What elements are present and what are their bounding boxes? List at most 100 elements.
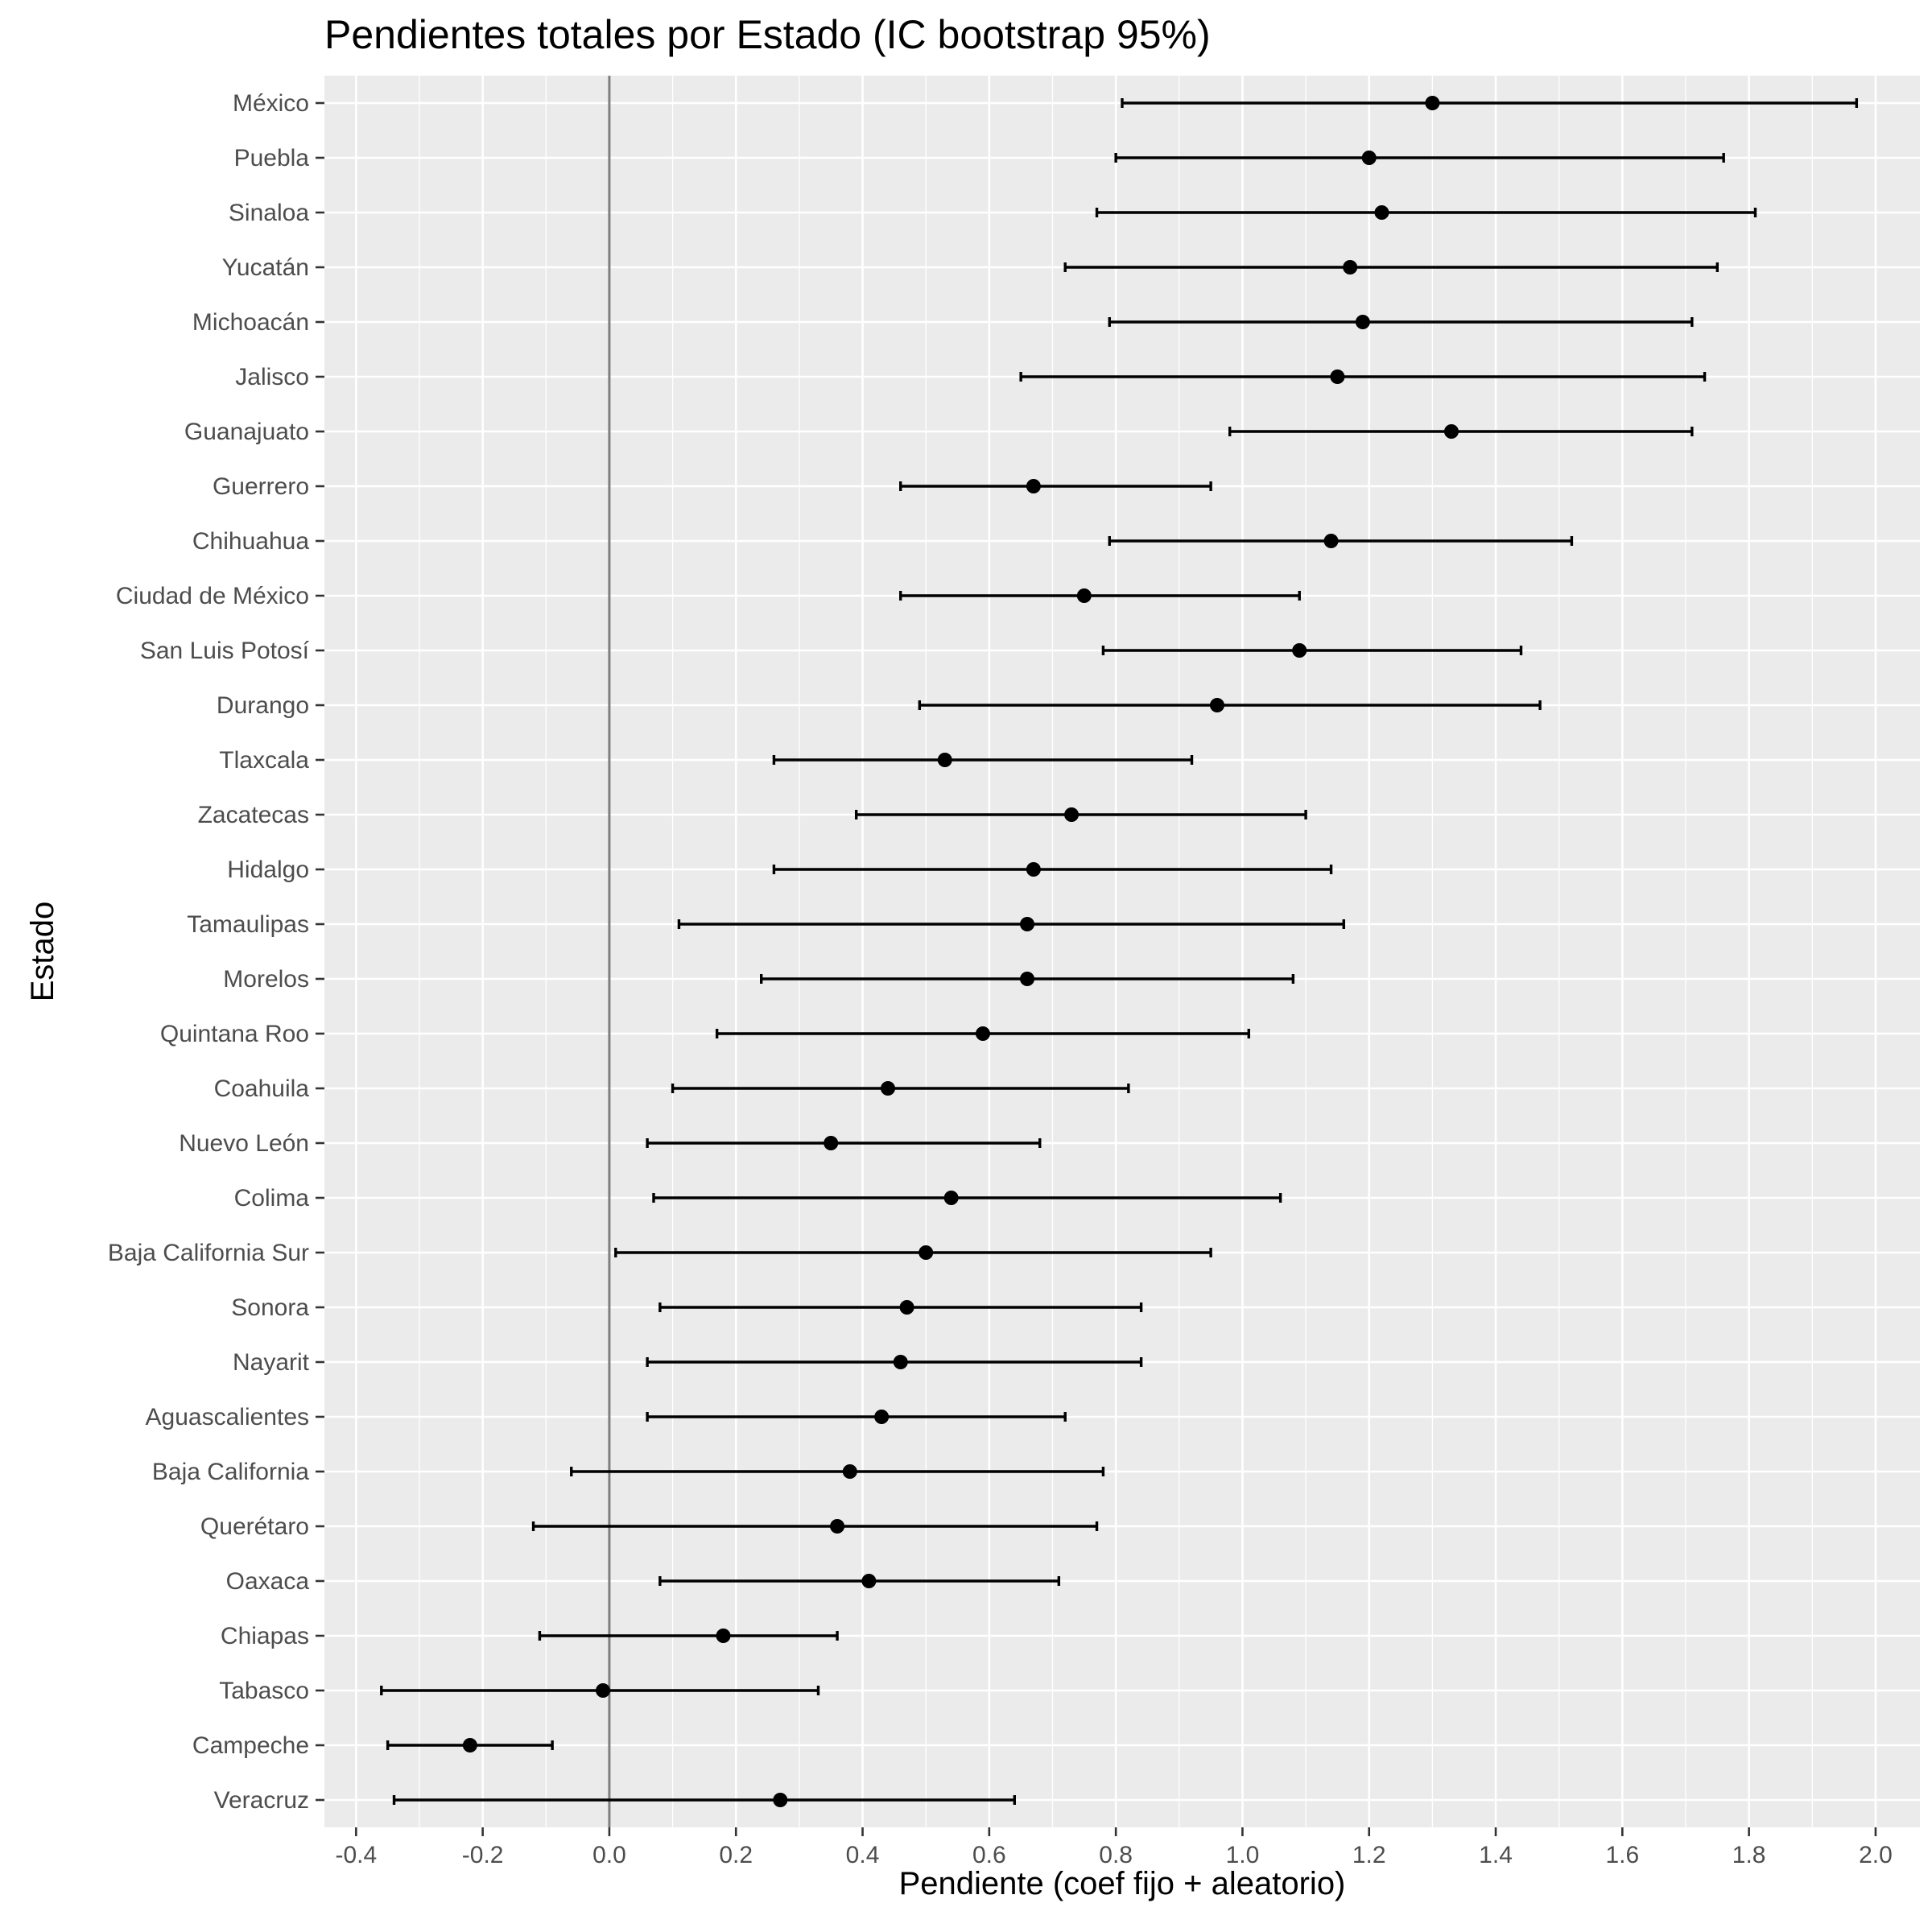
y-tick-label: Nuevo León [179, 1130, 309, 1157]
estado-row [1063, 260, 1719, 275]
x-tick-label: 0.0 [592, 1842, 626, 1868]
x-tick-label: 0.2 [719, 1842, 753, 1868]
estado-row [715, 1026, 1251, 1041]
estado-row [899, 479, 1212, 493]
y-tick-label: Chiapas [221, 1623, 309, 1649]
estado-row [899, 588, 1301, 603]
estado-row [646, 1410, 1067, 1424]
estado-row [759, 972, 1295, 986]
estimate-point [842, 1464, 857, 1479]
estado-row [1121, 96, 1859, 110]
estado-row [658, 1574, 1061, 1588]
y-tick-label: Tlaxcala [219, 747, 309, 774]
estimate-point [861, 1574, 877, 1588]
estimate-point [899, 1300, 914, 1315]
y-tick-label: Baja California Sur [108, 1240, 309, 1266]
y-tick-label: Chihuahua [192, 528, 309, 555]
estimate-point [1064, 807, 1080, 822]
y-tick-label: Quintana Roo [160, 1021, 309, 1047]
x-tick-label: -0.2 [462, 1842, 504, 1868]
estado-row [1228, 424, 1694, 439]
estimate-point [880, 1081, 895, 1096]
estimate-point [716, 1629, 731, 1643]
y-tick-label: Veracruz [214, 1787, 309, 1814]
y-tick-label: Hidalgo [227, 857, 309, 883]
estado-row [380, 1683, 820, 1698]
y-tick-label: México [233, 90, 309, 117]
x-tick-label: 1.0 [1226, 1842, 1260, 1868]
estado-row [1019, 369, 1707, 384]
estado-row [392, 1793, 1016, 1807]
estimate-point [1374, 205, 1389, 220]
estado-row [671, 1081, 1130, 1096]
estado-row [386, 1738, 554, 1752]
data-layer [380, 96, 1859, 1807]
estimate-point [773, 1793, 788, 1807]
estado-row [531, 1519, 1099, 1534]
estado-row [677, 917, 1345, 931]
x-tick-label: 1.2 [1352, 1842, 1386, 1868]
y-tick-label: Sinaloa [229, 200, 309, 226]
y-tick-label: Nayarit [233, 1349, 310, 1376]
estimate-point [1425, 96, 1440, 110]
y-tick-label: Zacatecas [198, 802, 309, 828]
estimate-point [1323, 534, 1339, 548]
estado-row [854, 807, 1307, 822]
estimate-point [919, 1245, 934, 1260]
y-tick-label: Michoacán [192, 309, 309, 336]
estimate-point [1026, 862, 1041, 877]
estimate-point [824, 1136, 839, 1150]
estimate-point [1292, 643, 1307, 658]
estado-row [614, 1245, 1212, 1260]
estado-row [772, 862, 1333, 877]
x-tick-label: 1.4 [1479, 1842, 1513, 1868]
x-tick-label: 0.6 [972, 1842, 1006, 1868]
y-tick-label: Jalisco [235, 364, 309, 390]
estado-row [538, 1629, 839, 1643]
estado-row [1108, 315, 1694, 329]
estimate-point [975, 1026, 990, 1041]
estado-row [918, 698, 1542, 712]
y-axis-title: Estado [25, 902, 60, 1002]
estimate-point [1209, 698, 1224, 712]
y-tick-label: Durango [217, 692, 309, 719]
x-tick-label: 2.0 [1859, 1842, 1893, 1868]
estimate-point [1443, 424, 1459, 439]
estimate-point [937, 753, 952, 767]
axis-layer: -0.4 -0.2 0.0 0.2 0.4 0.6 0.8 1.0 1.2 1.4 1.6 1.8 2.… [108, 90, 1893, 1868]
estado-row [772, 753, 1194, 767]
plot-panel [324, 76, 1920, 1827]
chart-title: Pendientes totales por Estado (IC bootst… [324, 12, 1211, 57]
estimate-point [1330, 369, 1345, 384]
estimate-point [943, 1191, 959, 1205]
y-tick-label: Morelos [223, 966, 309, 993]
x-tick-label: 0.8 [1099, 1842, 1133, 1868]
estado-row [1114, 151, 1725, 165]
estimate-point [1026, 479, 1041, 493]
y-tick-label: Yucatán [222, 254, 309, 281]
estimate-point [830, 1519, 845, 1534]
y-tick-label: Guanajuato [184, 419, 309, 445]
estado-row [658, 1300, 1143, 1315]
estimate-point [1076, 588, 1092, 603]
estimate-point [1020, 917, 1035, 931]
x-tick-label: -0.4 [335, 1842, 377, 1868]
estimate-point [1020, 972, 1035, 986]
y-tick-label: Campeche [192, 1732, 309, 1759]
estimate-point [874, 1410, 890, 1424]
estado-row [1108, 534, 1574, 548]
y-tick-label: Guerrero [213, 473, 309, 500]
estado-row [1101, 643, 1523, 658]
estimate-point [893, 1355, 908, 1369]
estimate-point [1343, 260, 1358, 275]
y-tick-label: Baja California [152, 1459, 309, 1485]
estado-row [1095, 205, 1757, 220]
y-tick-label: Tamaulipas [187, 911, 309, 938]
estado-row [646, 1136, 1042, 1150]
y-tick-label: Aguascalientes [146, 1404, 309, 1430]
y-tick-label: Colima [234, 1185, 310, 1212]
estado-row [646, 1355, 1143, 1369]
y-tick-label: Querétaro [200, 1513, 309, 1540]
